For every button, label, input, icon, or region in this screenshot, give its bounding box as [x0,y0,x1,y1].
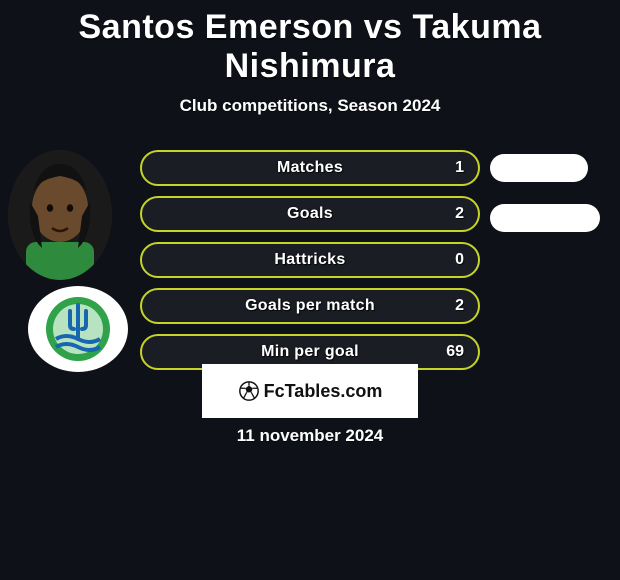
stat-label: Goals [142,205,478,223]
soccer-ball-icon [238,380,260,402]
brand-text: FcTables.com [264,381,383,402]
page-title: Santos Emerson vs Takuma Nishimura [0,4,620,92]
avatar-illustration [8,150,112,280]
brand-box: FcTables.com [202,364,418,418]
stat-label: Matches [142,159,478,177]
comparison-pill [490,154,588,182]
brand-logo: FcTables.com [238,380,383,402]
stat-row: Goals2 [140,196,480,232]
comparison-pill [490,204,600,232]
left-column [8,150,128,372]
stat-row: Matches1 [140,150,480,186]
club-badge-icon [44,295,112,363]
stat-label: Hattricks [142,251,478,269]
stat-row: Goals per match2 [140,288,480,324]
stat-value: 2 [455,205,464,223]
footer-date: 11 november 2024 [0,426,620,446]
stat-value: 1 [455,159,464,177]
stat-rows: Matches1Goals2Hattricks0Goals per match2… [140,150,480,380]
player-avatar [8,150,112,280]
comparison-card: Santos Emerson vs Takuma Nishimura Club … [0,0,620,580]
stat-value: 69 [446,343,464,361]
page-subtitle: Club competitions, Season 2024 [0,96,620,116]
stat-value: 0 [455,251,464,269]
right-pill-column [490,150,610,250]
stat-label: Goals per match [142,297,478,315]
stat-row: Hattricks0 [140,242,480,278]
stat-value: 2 [455,297,464,315]
stat-label: Min per goal [142,343,478,361]
club-badge [28,286,128,372]
